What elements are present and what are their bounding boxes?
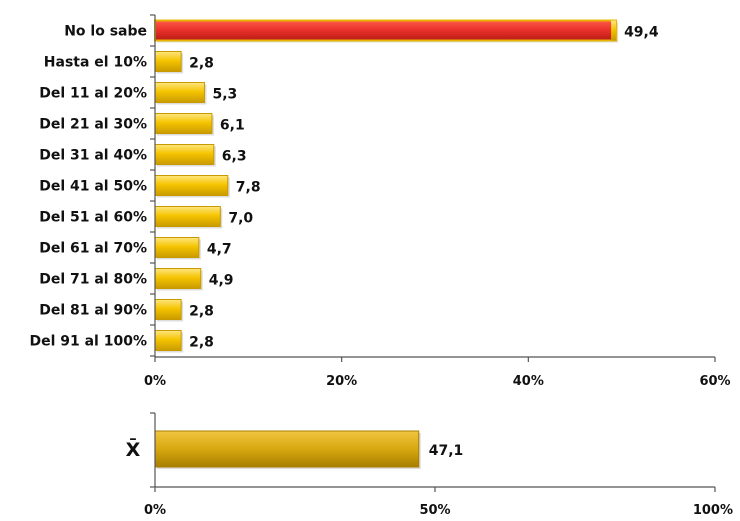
- main-bar-chart: No lo sabe 49,4 Hasta el 10% 2,8 Del 11 al 2…: [29, 14, 731, 389]
- category-label: Del 91 al 100%: [29, 334, 147, 350]
- category-label: Del 21 al 30%: [39, 117, 147, 133]
- value-label: 2,8: [189, 335, 214, 351]
- value-label: 6,3: [222, 149, 247, 165]
- category-label: Del 61 al 70%: [39, 241, 147, 257]
- category-label: Del 71 al 80%: [39, 272, 147, 288]
- category-label: Del 11 al 20%: [39, 86, 147, 102]
- x-tick-label: 60%: [699, 374, 730, 389]
- bar-end-cap: [611, 20, 617, 41]
- bar: [154, 82, 205, 103]
- mean-value-label: 47,1: [429, 443, 464, 459]
- category-label: Del 41 al 50%: [39, 179, 147, 195]
- bar: [154, 330, 182, 351]
- value-label: 49,4: [624, 25, 659, 41]
- x-tick-label: 20%: [326, 374, 357, 389]
- mean-x-tick-label: 50%: [419, 503, 450, 517]
- value-label: 6,1: [220, 118, 245, 134]
- mean-x-tick-label: 100%: [693, 503, 733, 517]
- category-label: Del 51 al 60%: [39, 210, 147, 226]
- value-label: 7,0: [228, 211, 253, 227]
- value-label: 7,8: [236, 180, 261, 196]
- category-label: No lo sabe: [64, 24, 147, 40]
- bar: [154, 113, 213, 134]
- category-label: Del 81 al 90%: [39, 303, 147, 319]
- value-label: 2,8: [189, 56, 214, 72]
- mean-category-label: X̄: [126, 438, 141, 461]
- bar: [154, 19, 618, 42]
- value-label: 4,7: [207, 242, 232, 258]
- value-label: 2,8: [189, 304, 214, 320]
- bar: [154, 206, 221, 227]
- bar: [154, 268, 202, 289]
- mean-x-tick-label: 0%: [144, 503, 166, 517]
- x-tick-label: 0%: [144, 374, 166, 389]
- category-label: Del 31 al 40%: [39, 148, 147, 164]
- category-label: Hasta el 10%: [44, 55, 147, 71]
- value-label: 4,9: [209, 273, 234, 289]
- mean-bar-chart: X̄ 47,1 0% 50% 100%: [126, 412, 733, 518]
- bar: [154, 144, 215, 165]
- bar: [154, 51, 182, 72]
- bar: [154, 175, 229, 196]
- x-tick-label: 40%: [513, 374, 544, 389]
- bar: [154, 299, 182, 320]
- mean-bar: [154, 430, 420, 468]
- value-label: 5,3: [212, 87, 237, 103]
- bar: [154, 237, 200, 258]
